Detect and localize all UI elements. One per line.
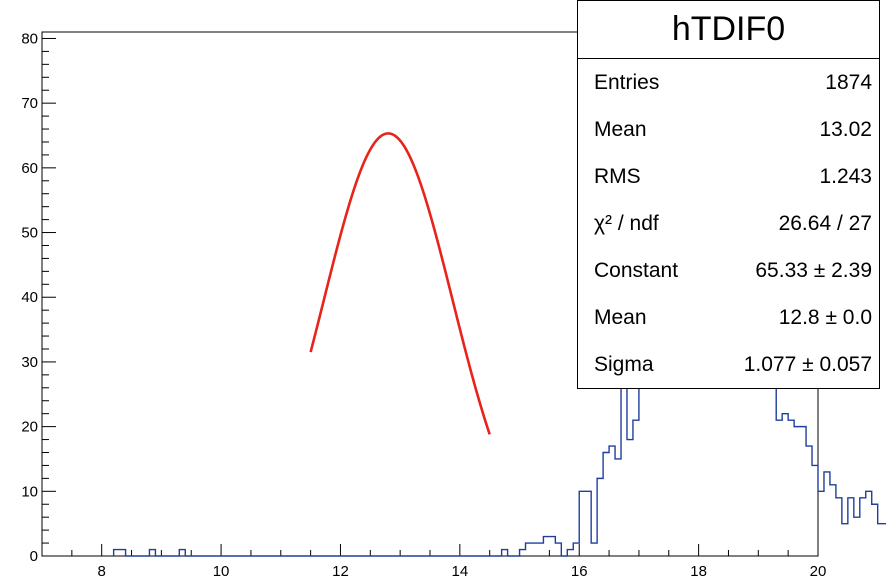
y-tick-label: 30 (21, 354, 38, 371)
stat-label: Sigma (594, 352, 654, 376)
y-tick-label: 70 (21, 95, 38, 112)
x-tick-label: 14 (452, 563, 469, 579)
stat-label: Constant (594, 258, 679, 282)
stat-value: 26.64 / 27 (778, 211, 872, 235)
fit-curve-series (309, 132, 491, 435)
stat-label: Entries (594, 70, 660, 94)
y-tick-label: 20 (21, 419, 38, 436)
gaussian-fit-line (309, 132, 491, 435)
y-tick-label: 80 (21, 30, 38, 47)
x-tick-label: 20 (810, 563, 827, 579)
stat-label: RMS (594, 164, 641, 188)
x-tick-label: 10 (213, 563, 230, 579)
stat-value: 13.02 (819, 117, 872, 141)
stats-row-fit-mean: Mean 12.8 ± 0.0 (578, 294, 879, 341)
stat-label: Mean (594, 117, 647, 141)
y-tick-label: 60 (21, 160, 38, 177)
stat-value: 65.33 ± 2.39 (755, 258, 872, 282)
y-tick-label: 50 (21, 225, 38, 242)
stats-box: hTDIF0 Entries 1874 Mean 13.02 RMS 1.243… (577, 0, 880, 389)
stat-value: 1.077 ± 0.057 (743, 352, 872, 376)
tick-labels: 8 10 12 14 16 18 20 0 10 20 30 40 50 60 70 80 (21, 30, 826, 579)
stat-label: χ² / ndf (594, 211, 659, 235)
y-tick-label: 0 (30, 548, 38, 565)
stats-title: hTDIF0 (578, 1, 879, 59)
stat-value: 12.8 ± 0.0 (778, 305, 872, 329)
x-tick-label: 8 (98, 563, 106, 579)
stats-row-entries: Entries 1874 (578, 59, 879, 106)
stats-row-constant: Constant 65.33 ± 2.39 (578, 247, 879, 294)
y-tick-label: 10 (21, 483, 38, 500)
stat-value: 1.243 (819, 164, 872, 188)
x-tick-label: 16 (571, 563, 588, 579)
stat-value: 1874 (825, 70, 872, 94)
stat-label: Mean (594, 305, 647, 329)
x-tick-label: 12 (332, 563, 349, 579)
stats-row-rms: RMS 1.243 (578, 153, 879, 200)
stats-row-sigma: Sigma 1.077 ± 0.057 (578, 341, 879, 388)
x-tick-label: 18 (690, 563, 707, 579)
stats-row-chi2: χ² / ndf 26.64 / 27 (578, 200, 879, 247)
y-tick-label: 40 (21, 289, 38, 306)
stats-row-mean: Mean 13.02 (578, 106, 879, 153)
